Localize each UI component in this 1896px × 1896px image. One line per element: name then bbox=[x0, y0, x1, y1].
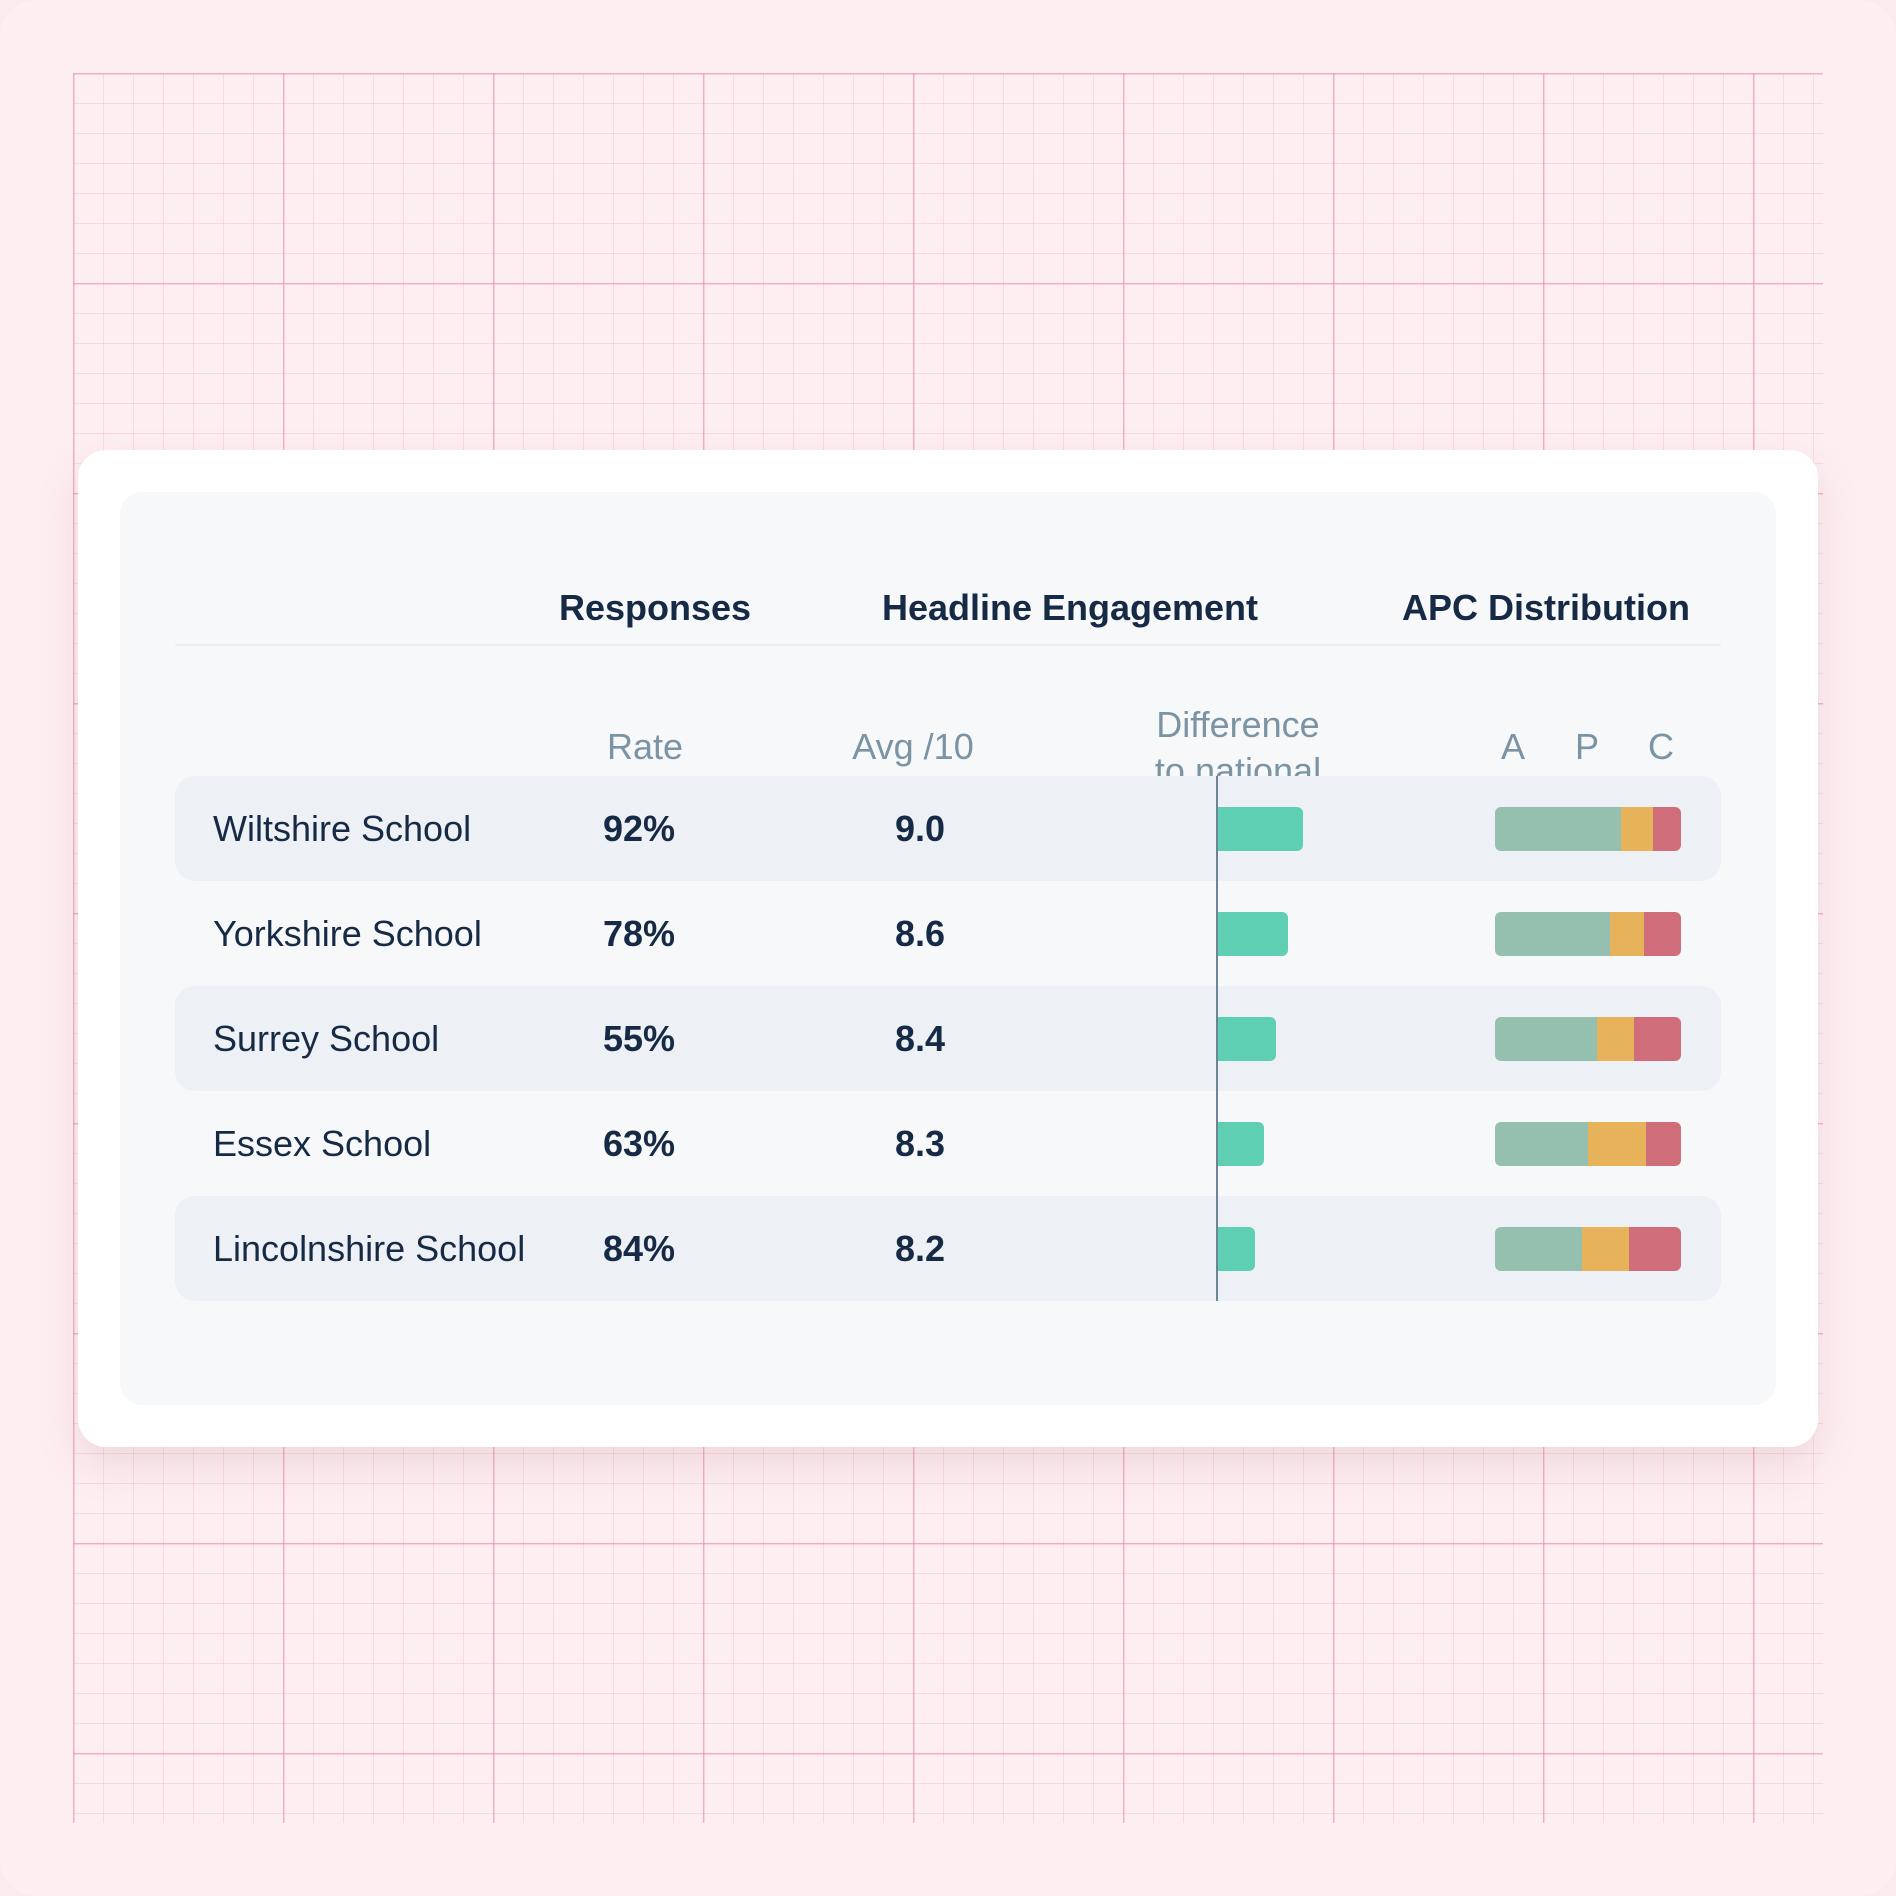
header-responses: Responses bbox=[558, 587, 752, 628]
national-baseline bbox=[1216, 776, 1218, 1301]
table-row: Yorkshire School 78% 8.6 bbox=[175, 881, 1721, 986]
table-row: Surrey School 55% 8.4 bbox=[175, 986, 1721, 1091]
header-headline-engagement: Headline Engagement bbox=[881, 587, 1259, 628]
average-score: 8.4 bbox=[895, 1017, 946, 1059]
header-apc-distribution: APC Distribution bbox=[1402, 587, 1690, 628]
apc-c-segment bbox=[1634, 1016, 1681, 1061]
difference-bar bbox=[1218, 911, 1288, 956]
apc-p-segment bbox=[1588, 1121, 1646, 1166]
apc-a-segment bbox=[1495, 911, 1611, 956]
difference-bar bbox=[1218, 1121, 1264, 1166]
apc-stacked-bar bbox=[1495, 1016, 1681, 1061]
table-row: Wiltshire School 92% 9.0 bbox=[175, 776, 1721, 881]
difference-bar bbox=[1218, 1226, 1255, 1271]
school-name: Yorkshire School bbox=[213, 912, 482, 954]
apc-a-segment bbox=[1495, 1016, 1598, 1061]
table-row: Lincolnshire School 84% 8.2 bbox=[175, 1196, 1721, 1301]
apc-p-segment bbox=[1582, 1226, 1629, 1271]
apc-stacked-bar bbox=[1495, 1226, 1681, 1271]
subheader-avg: Avg /10 bbox=[852, 726, 974, 767]
average-score: 8.2 bbox=[895, 1227, 946, 1269]
table-panel: Responses Headline Engagement APC Distri… bbox=[120, 492, 1776, 1405]
apc-p-segment bbox=[1621, 806, 1654, 851]
difference-bar bbox=[1218, 1016, 1276, 1061]
school-name: Surrey School bbox=[213, 1017, 440, 1059]
school-name: Essex School bbox=[213, 1122, 432, 1164]
header-divider bbox=[175, 644, 1721, 646]
subheader-difference-line1: Difference bbox=[1156, 704, 1320, 745]
apc-stacked-bar bbox=[1495, 911, 1681, 956]
subheader-rate: Rate bbox=[606, 726, 684, 767]
subheader-a: A bbox=[1500, 726, 1526, 767]
response-rate: 92% bbox=[603, 807, 676, 849]
school-name: Lincolnshire School bbox=[213, 1227, 526, 1269]
average-score: 8.6 bbox=[895, 912, 946, 954]
apc-c-segment bbox=[1643, 911, 1681, 956]
response-rate: 84% bbox=[603, 1227, 676, 1269]
subheader-p: P bbox=[1574, 726, 1600, 767]
apc-stacked-bar bbox=[1495, 806, 1681, 851]
average-score: 9.0 bbox=[895, 807, 946, 849]
apc-a-segment bbox=[1495, 1121, 1588, 1166]
apc-p-segment bbox=[1597, 1016, 1635, 1061]
response-rate: 78% bbox=[603, 912, 676, 954]
apc-a-segment bbox=[1495, 806, 1622, 851]
apc-c-segment bbox=[1653, 806, 1681, 851]
apc-stacked-bar bbox=[1495, 1121, 1681, 1166]
table-row: Essex School 63% 8.3 bbox=[175, 1091, 1721, 1196]
subheader-c: C bbox=[1648, 726, 1674, 767]
response-rate: 63% bbox=[603, 1122, 676, 1164]
apc-c-segment bbox=[1628, 1226, 1681, 1271]
apc-p-segment bbox=[1610, 911, 1644, 956]
table-card: Responses Headline Engagement APC Distri… bbox=[78, 450, 1818, 1447]
response-rate: 55% bbox=[603, 1017, 676, 1059]
apc-c-segment bbox=[1645, 1121, 1681, 1166]
difference-bar bbox=[1218, 806, 1303, 851]
school-name: Wiltshire School bbox=[213, 807, 472, 849]
average-score: 8.3 bbox=[895, 1122, 946, 1164]
apc-a-segment bbox=[1495, 1226, 1583, 1271]
